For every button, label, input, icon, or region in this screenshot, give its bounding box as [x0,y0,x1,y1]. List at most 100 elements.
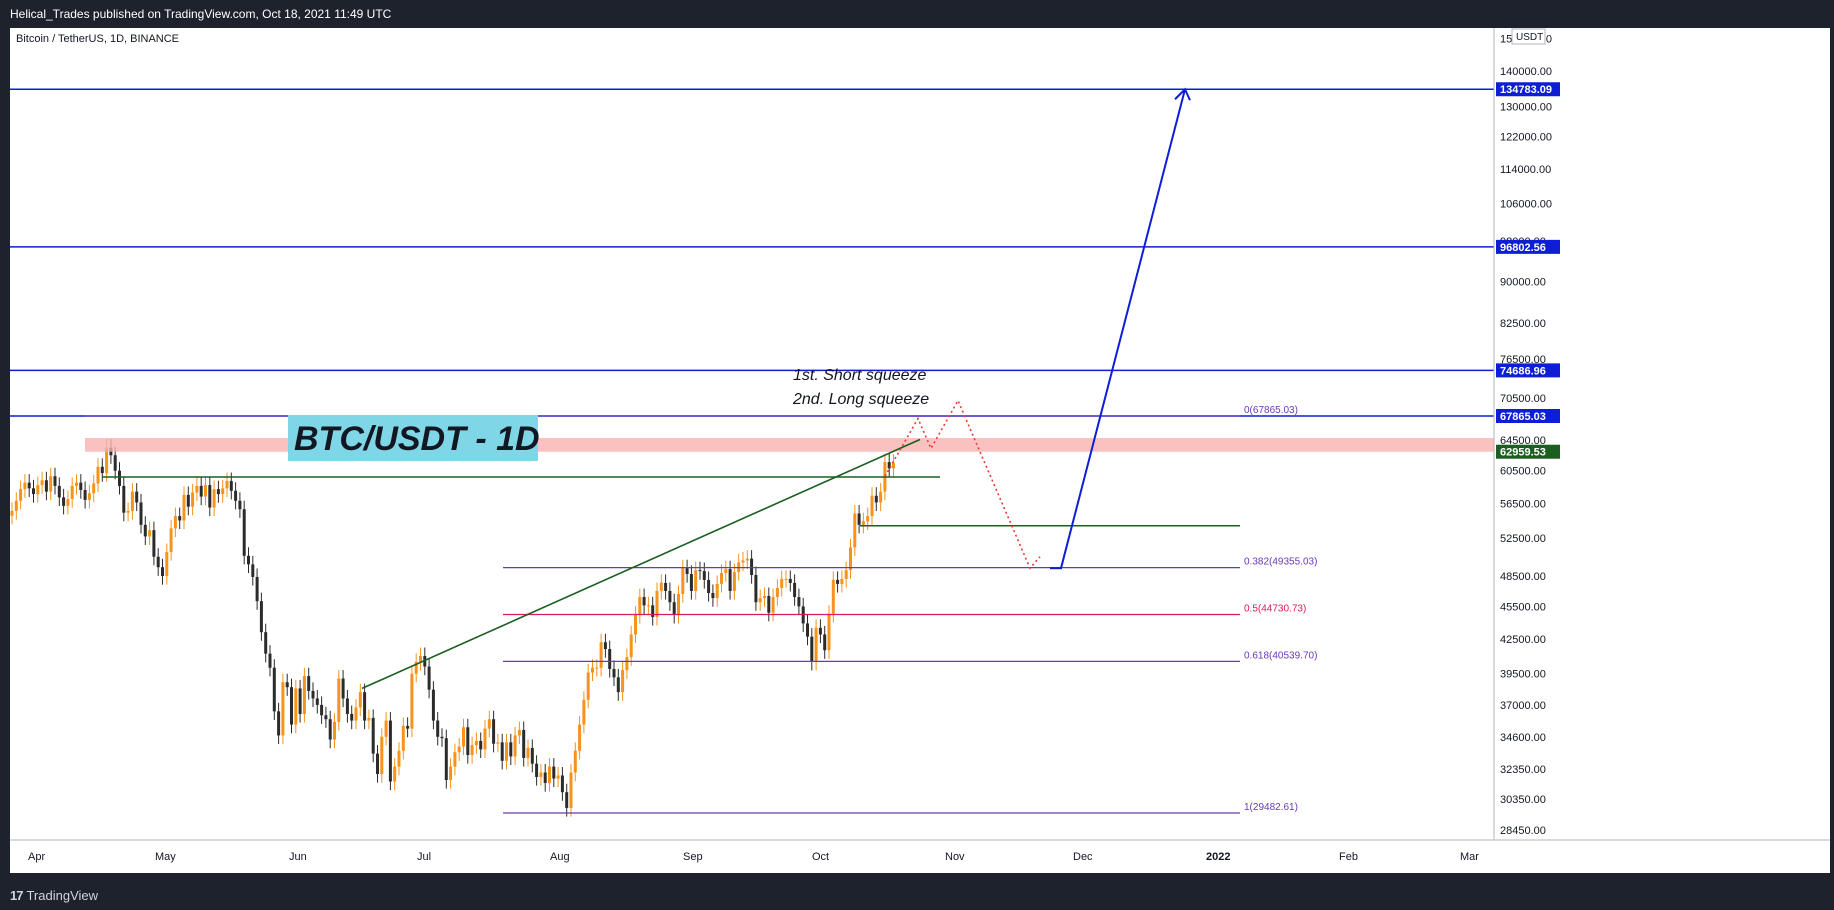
candle-body [393,766,397,782]
candle-body [186,494,190,507]
candle-body [238,500,242,510]
candle-body [874,495,878,503]
candle-body [96,466,100,484]
candle-body [750,558,754,575]
candle-body [879,491,883,503]
candle-body [251,564,255,577]
candle-body [560,775,564,793]
candle-body [105,447,109,474]
candle-body [40,480,44,486]
price-badge-text: 74686.96 [1500,365,1546,377]
candle-body [333,721,336,740]
candle-body [208,485,212,508]
candle-body [462,727,465,747]
candle-body [522,729,526,758]
candle-body [53,476,57,486]
candle-body [797,597,801,607]
candle-body [831,579,835,614]
candle-body [14,500,18,511]
candle-body [62,497,66,506]
candle-body [70,485,74,500]
candle-body [668,590,672,603]
candle-body [173,516,177,529]
candle-body [367,717,371,721]
x-tick-label: Jul [417,851,431,863]
candle-body [672,602,676,615]
candle-body [638,597,642,615]
candle-body [376,753,379,774]
y-tick-label: 39500.00 [1500,669,1546,681]
chart-area[interactable]: Bitcoin / TetherUS, 1D, BINANCE 0(67865.… [10,28,1830,873]
candle-body [10,510,14,516]
candle-body [569,772,573,808]
candle-body [861,521,865,525]
candle-body [621,670,625,693]
price-badge [1496,363,1560,378]
candle-body [242,509,246,556]
candle-body [272,667,276,712]
candle-body [216,489,220,495]
candle-body [474,740,478,746]
x-tick-label: Apr [28,851,45,863]
candle-body [363,692,367,721]
price-badge-text: 67865.03 [1500,411,1546,423]
candle-body [113,455,117,471]
candle-body [19,489,23,501]
annotation-short-squeeze: 1st. Short squeeze [793,367,927,384]
candle-body [247,555,250,565]
fib-label: 0(67865.03) [1244,405,1298,416]
candle-body [707,579,711,593]
candle-body [732,572,736,591]
candle-body [608,649,612,669]
candle-body [92,483,96,494]
candle-body [578,724,582,751]
candle-body [849,547,852,571]
brand-name: TradingView [26,888,99,903]
candle-body [655,590,659,617]
candle-body [595,667,599,669]
candle-body [302,676,306,714]
y-tick-label: 42500.00 [1500,634,1546,646]
candle-body [148,530,152,537]
candle-body [758,598,762,603]
candle-body [543,772,547,784]
candle-body [754,574,758,603]
candle-body [229,481,233,491]
candle-body [573,750,577,773]
y-tick-label: 106000.00 [1500,199,1552,211]
candle-body [586,672,590,700]
candle-body [298,688,302,714]
y-tick-label: 48500.00 [1500,571,1546,583]
candle-body [204,485,207,497]
candle-body [548,766,551,784]
candle-body [79,482,83,490]
candle-body [130,491,134,511]
candle-body [83,489,87,500]
candle-body [135,491,139,503]
tradingview-logo[interactable]: 17 TradingView [10,888,98,903]
candle-body [410,673,414,729]
candle-body [169,528,173,553]
y-tick-label: 82500.00 [1500,318,1546,330]
x-tick-label: Oct [812,851,829,863]
candle-body [745,558,749,561]
candle-body [677,593,680,615]
candle-body [711,592,715,599]
candle-body [143,524,147,537]
y-tick-label: 32350.00 [1500,764,1546,776]
candle-body [195,485,199,493]
y-tick-label: 34600.00 [1500,732,1546,744]
candle-body [513,735,517,757]
published-info: Helical_Trades published on TradingView.… [10,7,392,21]
fib-label: 0.618(40539.70) [1244,650,1317,661]
candle-body [345,698,349,714]
arrow-head-icon [1174,87,1191,101]
candle-body [285,682,289,688]
x-tick-label: Jun [289,851,307,863]
trendline [361,438,921,690]
candle-body [646,605,650,607]
candle-body [771,597,775,613]
y-tick-label: 60500.00 [1500,466,1546,478]
candle-body [27,482,31,489]
chart-svg: Bitcoin / TetherUS, 1D, BINANCE 0(67865.… [10,28,1830,863]
